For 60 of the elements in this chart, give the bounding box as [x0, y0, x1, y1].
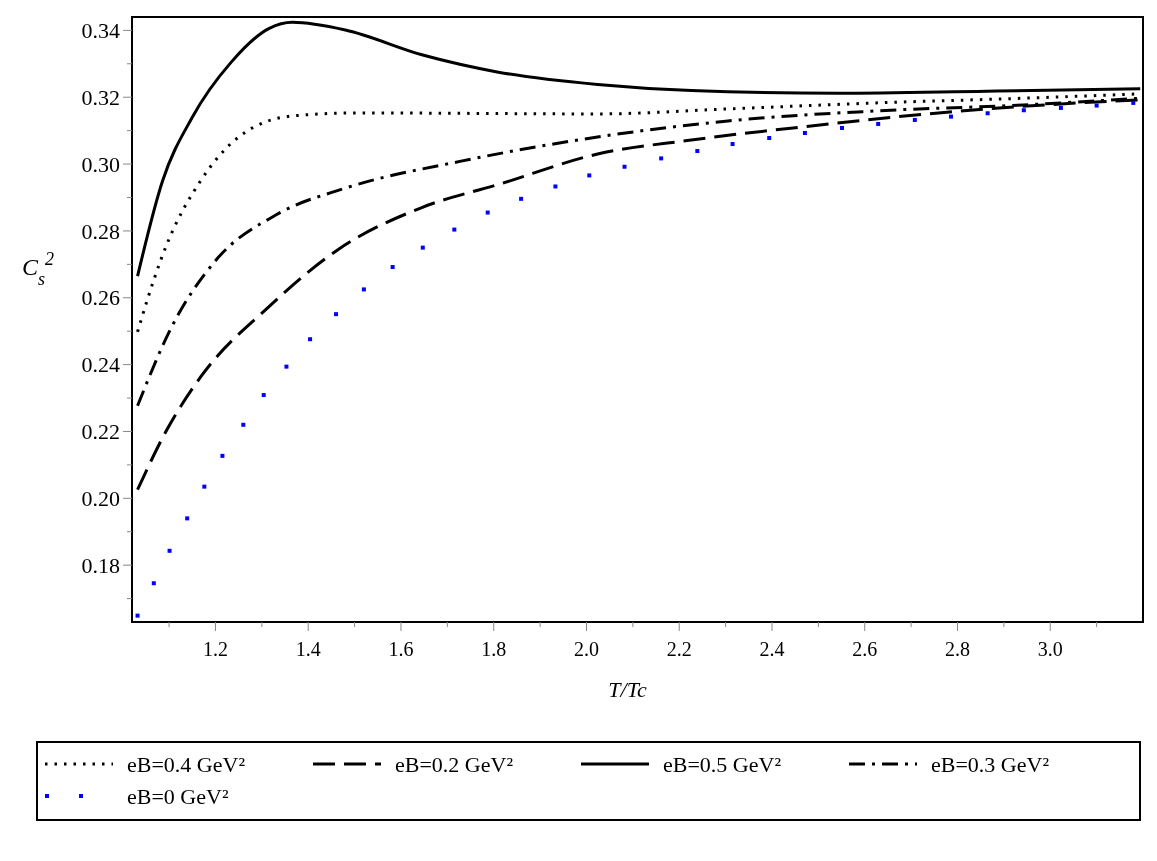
point: [553, 184, 558, 189]
y-tick-label: 0.34: [81, 18, 120, 44]
x-tick-label: 1.2: [202, 638, 228, 660]
point: [361, 287, 366, 292]
x-tick-label: 2.0: [573, 638, 599, 660]
legend-label: eB=0.4 GeV²: [127, 751, 246, 777]
point: [485, 210, 490, 215]
point: [202, 484, 207, 489]
legend-label: eB=0.2 GeV²: [395, 751, 514, 777]
point: [420, 245, 425, 250]
x-tick-label: 1.8: [481, 638, 507, 660]
y-tick-label: 0.26: [81, 285, 120, 311]
point: [1131, 100, 1136, 105]
y-tick-label: 0.18: [81, 552, 120, 578]
point: [985, 111, 990, 116]
legend-label: eB=0.3 GeV²: [931, 751, 1050, 777]
point: [284, 364, 289, 369]
point: [622, 164, 627, 169]
x-tick-label: 2.8: [945, 638, 970, 660]
point: [659, 156, 664, 161]
point: [135, 613, 140, 618]
point: [840, 125, 845, 130]
x-axis-title: T/Tc: [608, 677, 647, 702]
point: [876, 121, 881, 126]
y-tick-label: 0.24: [81, 352, 120, 378]
point: [220, 453, 225, 458]
point: [390, 265, 395, 270]
point: [452, 227, 457, 232]
y-tick-label: 0.20: [81, 486, 120, 512]
legend-label: eB=0.5 GeV²: [663, 751, 782, 777]
point: [308, 337, 313, 342]
line-series: [136, 20, 1142, 278]
legend-label: eB=0 GeV²: [127, 783, 229, 809]
point: [695, 149, 700, 154]
point: [185, 516, 190, 521]
point: [167, 548, 172, 553]
point: [767, 136, 772, 140]
x-tick-label: 1.4: [295, 638, 321, 660]
point: [802, 130, 807, 135]
x-tick-label: 3.0: [1037, 638, 1063, 660]
point: [261, 393, 266, 398]
x-tick-label: 2.6: [852, 638, 878, 660]
point: [730, 142, 735, 147]
x-tick-label: 2.2: [666, 638, 692, 660]
y-tick-label: 0.22: [81, 419, 120, 445]
point: [912, 117, 917, 122]
point: [241, 422, 246, 427]
point: [334, 312, 339, 317]
y-tick-label: 0.32: [81, 84, 120, 110]
point: [151, 581, 156, 586]
point: [1094, 103, 1099, 108]
point: [587, 173, 592, 178]
point: [1058, 105, 1063, 110]
x-tick-label: 2.4: [759, 638, 785, 660]
point: [1021, 108, 1026, 113]
y-tick-label: 0.30: [81, 151, 120, 177]
point: [949, 114, 953, 119]
y-tick-label: 0.28: [81, 218, 120, 244]
x-tick-label: 1.6: [388, 638, 414, 660]
point: [519, 196, 524, 201]
